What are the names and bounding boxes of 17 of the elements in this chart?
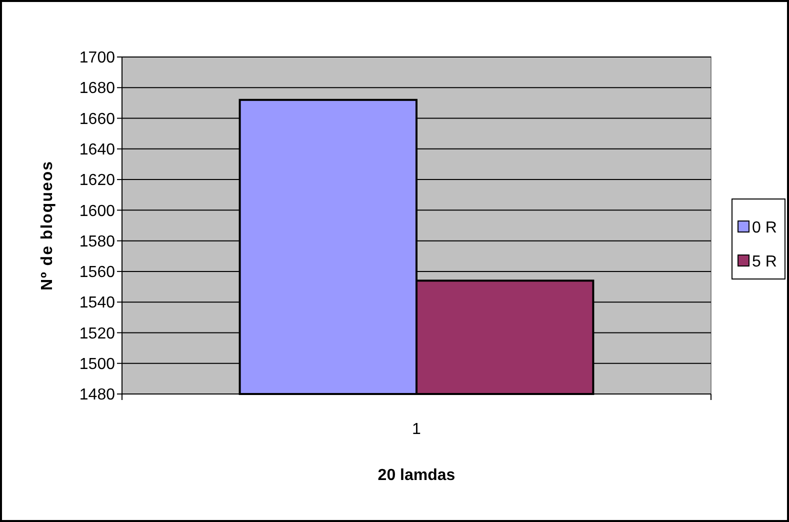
y-tick-label: 1640 [79, 142, 116, 159]
y-tick-label: 1520 [79, 325, 116, 342]
legend-label: 0 R [752, 220, 777, 237]
y-tick-label: 1540 [79, 294, 116, 312]
y-tick-label: 1680 [79, 80, 116, 98]
x-tick-label: 1 [412, 421, 422, 438]
x-axis-title: 20 lamdas [378, 467, 456, 484]
y-tick-label: 1500 [79, 356, 116, 373]
y-tick-label: 1480 [79, 386, 116, 404]
y-tick-label: 1580 [79, 233, 116, 250]
y-tick-label: 1600 [79, 202, 116, 220]
legend-label: 5 R [752, 254, 777, 271]
y-tick-label: 1660 [79, 110, 116, 128]
y-tick-label: 1700 [79, 50, 116, 67]
y-tick-label: 1620 [79, 172, 116, 190]
y-axis-title: Nº de bloqueos [39, 160, 56, 291]
y-tick-label: 1560 [79, 264, 116, 282]
